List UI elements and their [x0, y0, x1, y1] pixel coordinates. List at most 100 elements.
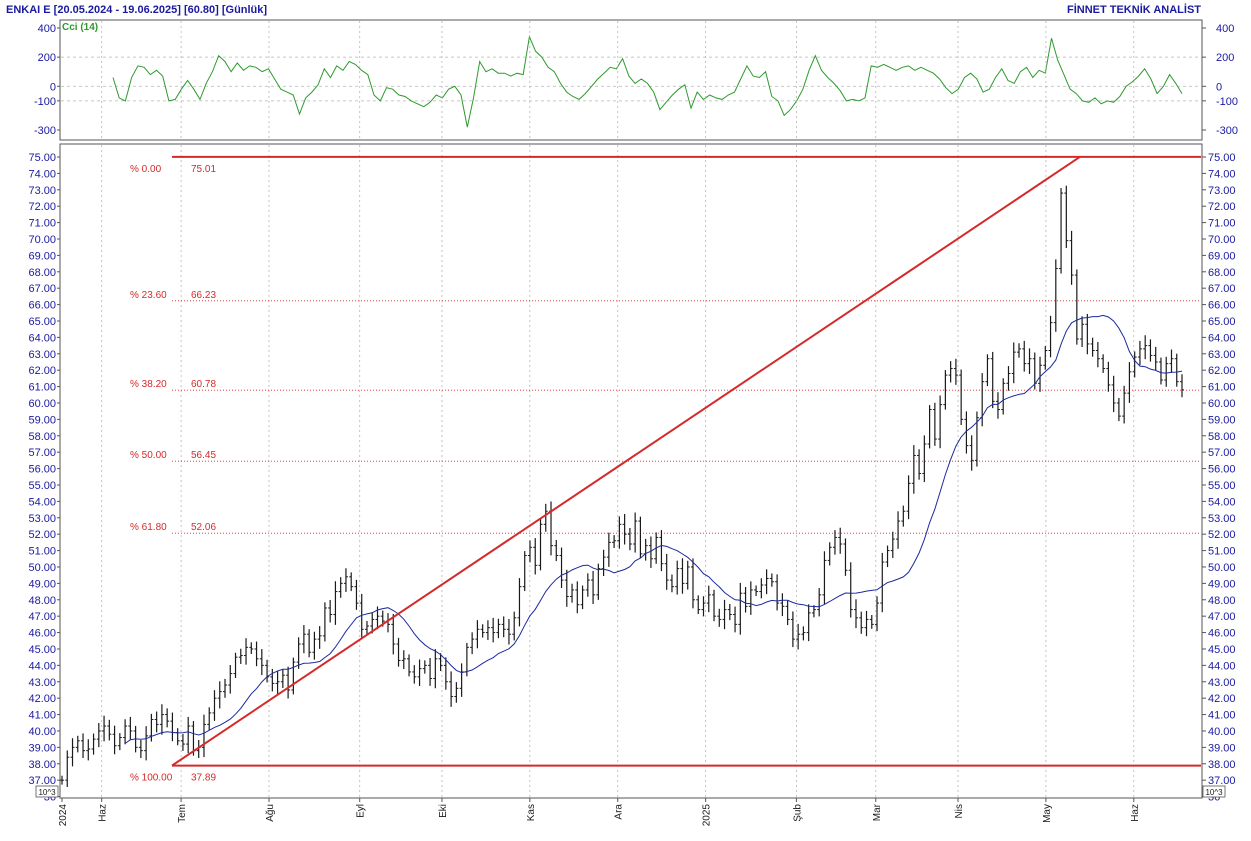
- price-tick-label: 52.00: [28, 529, 56, 541]
- price-tick-label: 40.00: [1208, 726, 1236, 738]
- price-tick-label: 52.00: [1208, 529, 1236, 541]
- x-tick-label: Eyl: [356, 804, 367, 818]
- price-tick-label: 66.00: [1208, 300, 1236, 312]
- price-tick-label: 39.00: [1208, 742, 1236, 754]
- trend-line: [171, 156, 1081, 767]
- price-tick-label: 43.00: [1208, 677, 1236, 689]
- x-tick-label: 2024: [58, 804, 69, 827]
- price-tick-label: 50.00: [1208, 562, 1236, 574]
- ohlc-bars: [60, 185, 1184, 787]
- x-tick-label: May: [1042, 804, 1053, 823]
- price-tick-label: 48.00: [1208, 595, 1236, 607]
- price-tick-label: 53.00: [1208, 513, 1236, 525]
- indicator-tick-label: -300: [34, 125, 56, 137]
- price-tick-label: 56.00: [1208, 464, 1236, 476]
- fib-value-label: 66.23: [191, 290, 216, 301]
- price-tick-label: 65.00: [1208, 316, 1236, 328]
- x-tick-label: Ara: [614, 804, 625, 820]
- price-tick-label: 64.00: [1208, 332, 1236, 344]
- price-tick-label: 74.00: [1208, 168, 1236, 180]
- price-tick-label: 64.00: [28, 332, 56, 344]
- price-tick-label: 58.00: [28, 431, 56, 443]
- price-tick-label: 57.00: [1208, 447, 1236, 459]
- fib-pct-label: % 61.80: [130, 522, 167, 533]
- price-tick-label: 37.00: [28, 775, 56, 787]
- x-tick-label: Kas: [526, 804, 537, 821]
- price-tick-label: 73.00: [1208, 185, 1236, 197]
- indicator-grid: [61, 56, 1201, 102]
- price-tick-label: 49.00: [1208, 578, 1236, 590]
- price-tick-label: 59.00: [28, 414, 56, 426]
- x-tick-label: Mar: [872, 803, 883, 821]
- price-tick-label: 38.00: [1208, 759, 1236, 771]
- price-tick-label: 66.00: [28, 300, 56, 312]
- x-tick-label: Nis: [954, 804, 965, 818]
- price-tick-label: 46.00: [28, 628, 56, 640]
- indicator-tick-label: -100: [1216, 96, 1238, 108]
- price-tick-label: 39.00: [28, 742, 56, 754]
- chart-title: ENKAI E [20.05.2024 - 19.06.2025] [60.80…: [6, 4, 267, 16]
- price-tick-label: 42.00: [1208, 693, 1236, 705]
- x-tick-label: Tem: [177, 804, 188, 823]
- price-tick-label: 45.00: [28, 644, 56, 656]
- fib-value-label: 56.45: [191, 450, 216, 461]
- price-tick-label: 41.00: [28, 710, 56, 722]
- price-tick-label: 48.00: [28, 595, 56, 607]
- axis-badge-left: 10^3: [35, 785, 59, 798]
- x-axis: 2024 Haz Tem Ağu Eyl Eki Kas Ara 2025 Şub Mar Nis Ma…: [58, 21, 1141, 826]
- price-tick-label: 65.00: [28, 316, 56, 328]
- price-tick-label: 59.00: [1208, 414, 1236, 426]
- price-tick-label: 71.00: [1208, 218, 1236, 230]
- price-tick-label: 75.00: [28, 152, 56, 164]
- x-tick-label: Ağu: [265, 804, 276, 822]
- price-tick-label: 63.00: [28, 349, 56, 361]
- x-tick-label: Haz: [1130, 804, 1141, 822]
- fib-pct-label: % 23.60: [130, 290, 167, 301]
- fib-pct-label: % 100.00: [130, 773, 173, 784]
- price-tick-label: 74.00: [28, 168, 56, 180]
- price-tick-label: 62.00: [28, 365, 56, 377]
- price-tick-label: 67.00: [1208, 283, 1236, 295]
- price-tick-label: 62.00: [1208, 365, 1236, 377]
- price-tick-label: 42.00: [28, 693, 56, 705]
- brand-label: FİNNET TEKNİK ANALİST: [1067, 3, 1201, 16]
- price-tick-label: 46.00: [1208, 628, 1236, 640]
- price-tick-label: 63.00: [1208, 349, 1236, 361]
- price-tick-label: 58.00: [1208, 431, 1236, 443]
- price-tick-label: 54.00: [28, 496, 56, 508]
- price-tick-label: 75.00: [1208, 152, 1236, 164]
- indicator-panel: [59, 19, 1203, 141]
- indicator-tick-label: 200: [38, 52, 56, 64]
- price-tick-label: 55.00: [1208, 480, 1236, 492]
- price-tick-label: 69.00: [1208, 250, 1236, 262]
- fib-value-label: 60.78: [191, 379, 216, 390]
- indicator-tick-label: 0: [1216, 81, 1222, 93]
- price-tick-label: 61.00: [28, 382, 56, 394]
- price-tick-label: 69.00: [28, 250, 56, 262]
- price-tick-label: 61.00: [1208, 382, 1236, 394]
- indicator-axis: 400 400 200 200 0 0 -100 -100 -300 -300: [34, 23, 1238, 137]
- price-tick-label: 49.00: [28, 578, 56, 590]
- price-tick-label: 73.00: [28, 185, 56, 197]
- price-tick-label: 54.00: [1208, 496, 1236, 508]
- price-tick-label: 51.00: [1208, 546, 1236, 558]
- fibonacci-levels: % 0.00 75.01 % 23.60 66.23 % 38.20 60.78 % 50.…: [130, 155, 1201, 784]
- price-tick-label: 50.00: [28, 562, 56, 574]
- x-tick-label: 2025: [702, 804, 713, 827]
- price-tick-label: 38.00: [28, 759, 56, 771]
- svg-text:10^3: 10^3: [38, 788, 56, 797]
- price-tick-label: 57.00: [28, 447, 56, 459]
- fib-value-label: 37.89: [191, 773, 216, 784]
- price-tick-label: 43.00: [28, 677, 56, 689]
- price-tick-label: 56.00: [28, 464, 56, 476]
- cci-legend: Cci (14): [62, 22, 98, 33]
- fib-pct-label: % 0.00: [130, 164, 162, 175]
- price-tick-label: 68.00: [1208, 267, 1236, 279]
- price-tick-label: 51.00: [28, 546, 56, 558]
- fib-value-label: 75.01: [191, 164, 216, 175]
- axis-badge-right: 10^3: [1202, 785, 1226, 798]
- price-tick-label: 60.00: [1208, 398, 1236, 410]
- price-tick-label: 44.00: [1208, 660, 1236, 672]
- price-tick-label: 70.00: [1208, 234, 1236, 246]
- indicator-tick-label: 400: [1216, 23, 1234, 35]
